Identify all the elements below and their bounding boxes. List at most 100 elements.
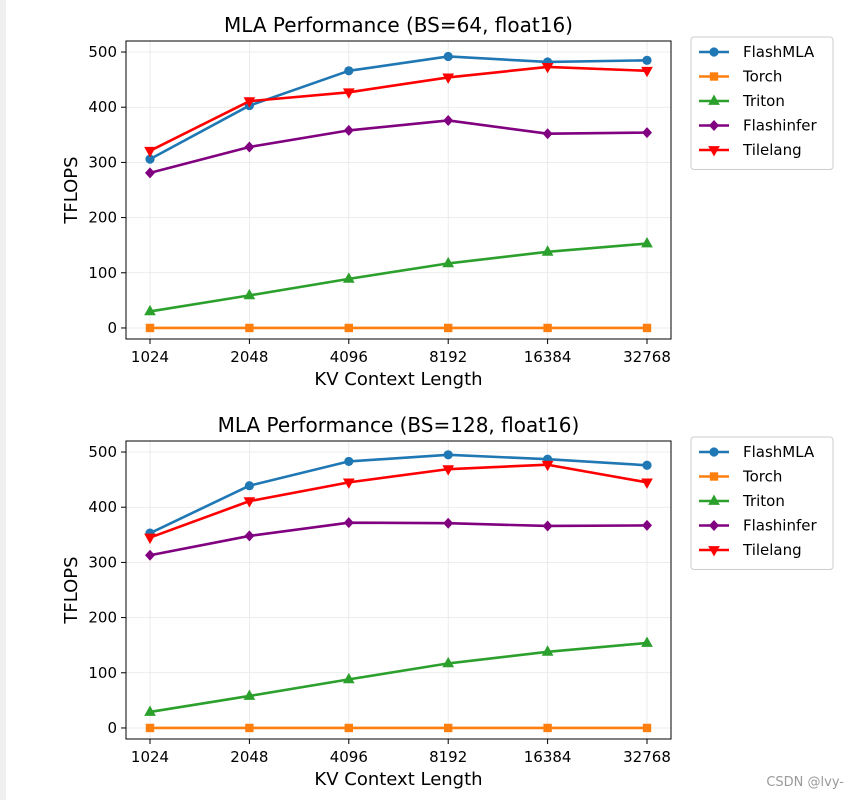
legend-marker bbox=[709, 120, 719, 131]
y-tick-label: 500 bbox=[88, 43, 117, 61]
series-triton bbox=[144, 237, 653, 316]
data-point bbox=[442, 256, 455, 268]
data-point bbox=[442, 465, 455, 476]
series-line bbox=[149, 119, 648, 175]
series-flashinfer bbox=[145, 517, 652, 561]
series-triton bbox=[144, 636, 653, 716]
data-point bbox=[145, 723, 155, 733]
series-line bbox=[149, 242, 648, 313]
data-point bbox=[641, 478, 653, 489]
series-line bbox=[149, 641, 648, 714]
x-tick-label: 8192 bbox=[429, 748, 467, 766]
data-point bbox=[541, 645, 554, 656]
series-torch bbox=[145, 323, 652, 333]
data-point bbox=[442, 656, 455, 668]
data-point bbox=[543, 723, 552, 733]
data-point bbox=[642, 723, 652, 733]
x-tick-label: 32768 bbox=[623, 348, 671, 366]
data-point bbox=[444, 723, 453, 733]
legend-item: Torch bbox=[699, 468, 782, 486]
data-point bbox=[244, 530, 255, 542]
x-tick-label: 16384 bbox=[524, 348, 572, 366]
legend-item: FlashMLA bbox=[699, 43, 815, 61]
legend-label: Triton bbox=[742, 492, 785, 510]
data-point bbox=[642, 127, 652, 139]
data-point bbox=[443, 51, 453, 62]
data-point bbox=[342, 272, 355, 283]
data-point bbox=[541, 460, 554, 472]
legend-label: Flashinfer bbox=[743, 517, 817, 535]
chart-title: MLA Performance (BS=128, float16) bbox=[218, 413, 580, 437]
data-point bbox=[144, 304, 156, 316]
y-axis-label: TFLOPS bbox=[61, 556, 82, 624]
x-tick-label: 1024 bbox=[131, 748, 169, 766]
y-tick-label: 200 bbox=[88, 609, 117, 627]
legend-marker bbox=[708, 94, 720, 105]
y-tick-label: 300 bbox=[88, 153, 117, 171]
legend-label: FlashMLA bbox=[743, 443, 815, 461]
legend-item: Triton bbox=[699, 492, 785, 510]
data-point bbox=[344, 66, 354, 76]
legend-marker bbox=[708, 494, 720, 505]
x-tick-label: 2048 bbox=[230, 748, 268, 766]
legend-box bbox=[690, 36, 834, 170]
data-point bbox=[243, 497, 256, 508]
series-line bbox=[149, 65, 648, 152]
legend-item: Flashinfer bbox=[699, 517, 817, 535]
data-point bbox=[145, 549, 155, 561]
legend-label: FlashMLA bbox=[743, 43, 815, 61]
data-point bbox=[642, 323, 652, 333]
plot-frame bbox=[125, 40, 672, 340]
series-tilelang bbox=[144, 460, 653, 545]
data-point bbox=[245, 323, 254, 333]
x-tick-label: 2048 bbox=[230, 348, 268, 366]
data-point bbox=[343, 517, 354, 529]
series-flashmla bbox=[145, 51, 652, 164]
legend: FlashMLA Torch Triton Flashinfer Tilelang bbox=[690, 36, 834, 170]
data-point bbox=[244, 141, 255, 153]
data-point bbox=[641, 636, 653, 647]
legend-marker bbox=[709, 472, 719, 481]
y-tick-label: 100 bbox=[88, 264, 117, 282]
series-line bbox=[149, 463, 648, 539]
data-point bbox=[243, 288, 256, 300]
data-point bbox=[342, 88, 355, 99]
legend-marker bbox=[709, 447, 719, 457]
y-tick-label: 0 bbox=[107, 719, 117, 737]
series-line bbox=[149, 55, 648, 161]
data-point bbox=[144, 146, 156, 158]
data-point bbox=[145, 323, 155, 333]
legend-marker bbox=[709, 72, 719, 81]
data-point bbox=[443, 517, 454, 529]
data-point bbox=[641, 66, 653, 78]
data-point bbox=[442, 73, 455, 84]
legend-label: Flashinfer bbox=[743, 117, 817, 135]
series-line bbox=[149, 453, 648, 535]
data-point bbox=[443, 450, 453, 460]
series-torch bbox=[145, 723, 652, 733]
legend-item: FlashMLA bbox=[699, 443, 815, 461]
legend-marker bbox=[709, 47, 719, 57]
data-point bbox=[342, 478, 355, 489]
chart-title: MLA Performance (BS=64, float16) bbox=[224, 13, 573, 37]
data-point bbox=[243, 689, 256, 700]
x-tick-label: 4096 bbox=[330, 348, 368, 366]
data-point bbox=[144, 705, 156, 716]
data-point bbox=[145, 167, 155, 179]
data-point bbox=[344, 456, 354, 467]
data-point bbox=[641, 237, 653, 248]
y-axis-label: TFLOPS bbox=[61, 156, 82, 224]
legend-marker bbox=[709, 520, 719, 531]
y-tick-label: 0 bbox=[107, 319, 117, 337]
data-point bbox=[443, 114, 454, 126]
legend-marker bbox=[708, 546, 720, 557]
data-point bbox=[344, 723, 353, 733]
legend: FlashMLA Torch Triton Flashinfer Tilelang bbox=[690, 436, 834, 570]
data-point bbox=[342, 672, 355, 684]
data-point bbox=[542, 128, 553, 140]
plot-frame bbox=[125, 440, 672, 740]
x-tick-label: 1024 bbox=[131, 348, 169, 366]
left-edge-strip bbox=[0, 0, 6, 800]
legend-item: Tilelang bbox=[699, 141, 802, 159]
data-point bbox=[642, 519, 652, 531]
